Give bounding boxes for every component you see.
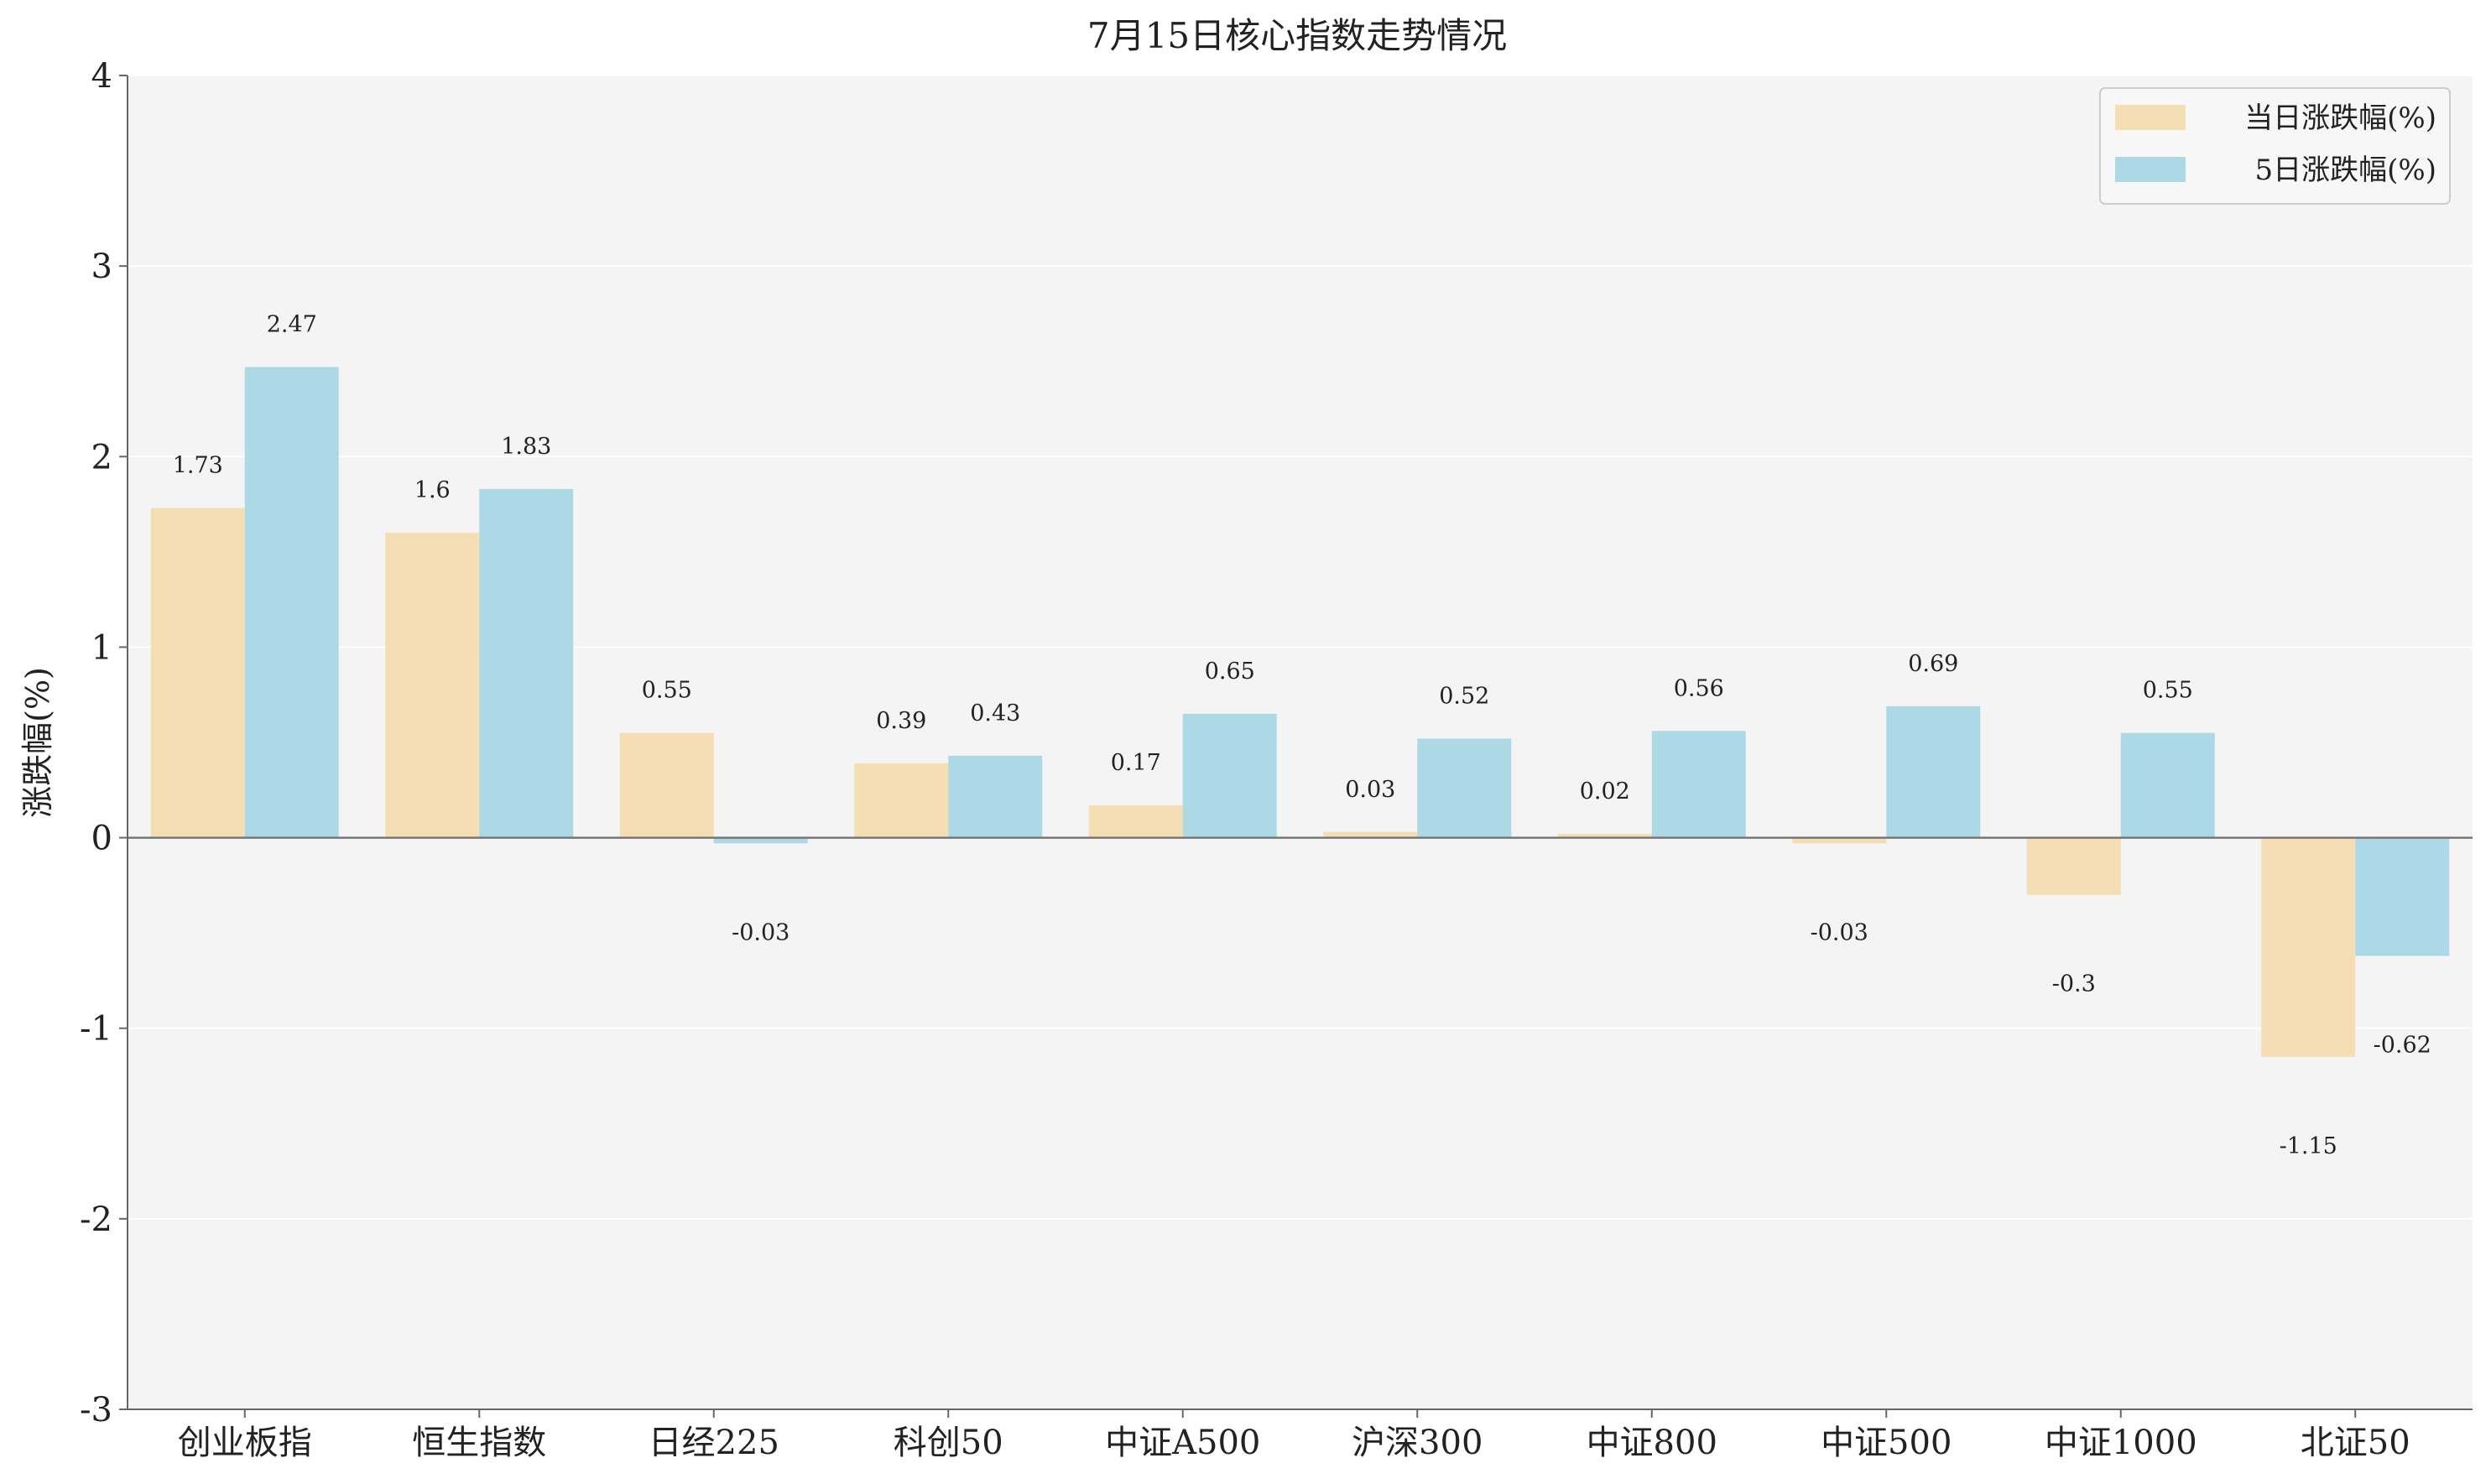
y-tick-label: -1 bbox=[80, 1010, 112, 1049]
legend-box bbox=[2099, 87, 2451, 205]
data-label: -0.3 bbox=[2052, 971, 2096, 997]
bar-five-day bbox=[1182, 713, 1277, 838]
data-label: -0.03 bbox=[1811, 919, 1868, 945]
x-tick-label: 中证500 bbox=[1821, 1424, 1952, 1462]
y-tick-label: -3 bbox=[80, 1391, 112, 1429]
data-label: 1.6 bbox=[414, 477, 451, 503]
data-label: -0.62 bbox=[2374, 1032, 2431, 1058]
data-label: 1.83 bbox=[501, 434, 551, 460]
y-tick-label: 0 bbox=[91, 820, 112, 858]
x-tick-label: 创业板指 bbox=[178, 1424, 312, 1462]
x-tick-label: 科创50 bbox=[894, 1424, 1003, 1462]
legend-label: 当日涨跌幅(%) bbox=[2244, 102, 2436, 135]
legend-swatch bbox=[2115, 157, 2186, 182]
x-tick-label: 北证50 bbox=[2301, 1424, 2410, 1462]
bar-daily bbox=[2261, 837, 2356, 1057]
y-tick-label: -2 bbox=[80, 1200, 112, 1239]
legend-label: 5日涨跌幅(%) bbox=[2255, 154, 2436, 187]
bar-five-day bbox=[1886, 706, 1981, 838]
x-tick-label: 恒生指数 bbox=[412, 1424, 546, 1462]
bar-five-day bbox=[1651, 731, 1746, 838]
y-tick-label: 3 bbox=[91, 247, 112, 286]
x-tick-label: 中证A500 bbox=[1105, 1424, 1260, 1462]
bar-daily bbox=[1557, 834, 1652, 838]
bar-daily bbox=[385, 533, 480, 838]
data-label: 0.55 bbox=[642, 678, 692, 704]
x-tick-label: 日经225 bbox=[649, 1424, 779, 1462]
bar-five-day bbox=[244, 367, 339, 838]
bar-five-day bbox=[713, 837, 808, 844]
y-tick-label: 4 bbox=[91, 57, 112, 96]
x-tick-label: 沪深300 bbox=[1352, 1424, 1483, 1462]
bar-daily bbox=[2026, 837, 2121, 895]
data-label: -0.03 bbox=[732, 919, 790, 945]
x-tick-label: 中证800 bbox=[1587, 1424, 1717, 1462]
bar-five-day bbox=[948, 755, 1043, 838]
bar-daily bbox=[619, 732, 714, 838]
bar-five-day bbox=[2120, 732, 2215, 838]
legend-swatch bbox=[2115, 105, 2186, 130]
data-label: 0.39 bbox=[876, 708, 926, 734]
x-tick-label: 中证1000 bbox=[2045, 1424, 2197, 1462]
bar-daily bbox=[1088, 804, 1183, 838]
data-labels: 1.73 2.47 1.6 1.83 0.55 -0.03 0.39 0.43 0.17 0.65… bbox=[173, 312, 2431, 1159]
bar-five-day bbox=[479, 488, 574, 838]
data-label: 0.17 bbox=[1111, 750, 1161, 776]
data-label: 0.02 bbox=[1580, 778, 1630, 804]
bar-daily bbox=[1792, 837, 1887, 844]
legend: 当日涨跌幅(%) 5日涨跌幅(%) bbox=[2099, 87, 2451, 205]
data-label: 0.56 bbox=[1674, 675, 1724, 701]
data-label: 0.52 bbox=[1439, 683, 1489, 709]
bar-five-day bbox=[1417, 738, 1512, 838]
data-label: 2.47 bbox=[267, 312, 317, 338]
bar-daily bbox=[854, 763, 949, 838]
data-label: 0.43 bbox=[970, 700, 1020, 726]
bar-daily bbox=[1323, 831, 1418, 838]
data-label: 0.65 bbox=[1205, 659, 1255, 685]
axes: -3 -2 -1 0 1 2 3 4 创业板指 恒生指数 日经225 科创50 中证A500 沪深300 中… bbox=[80, 57, 2473, 1462]
bar-daily bbox=[150, 508, 245, 838]
y-axis-label: 涨跌幅(%) bbox=[19, 667, 56, 818]
data-label: 0.55 bbox=[2143, 678, 2193, 704]
data-label: 1.73 bbox=[173, 453, 223, 479]
y-tick-label: 1 bbox=[91, 628, 112, 667]
y-tick-label: 2 bbox=[91, 438, 112, 476]
data-label: 0.03 bbox=[1345, 777, 1395, 803]
data-label: -1.15 bbox=[2280, 1133, 2337, 1159]
bars bbox=[150, 367, 2450, 1057]
data-label: 0.69 bbox=[1908, 651, 1958, 677]
chart-title: 7月15日核心指数走势情况 bbox=[1087, 15, 1507, 56]
bar-five-day bbox=[2355, 837, 2450, 956]
